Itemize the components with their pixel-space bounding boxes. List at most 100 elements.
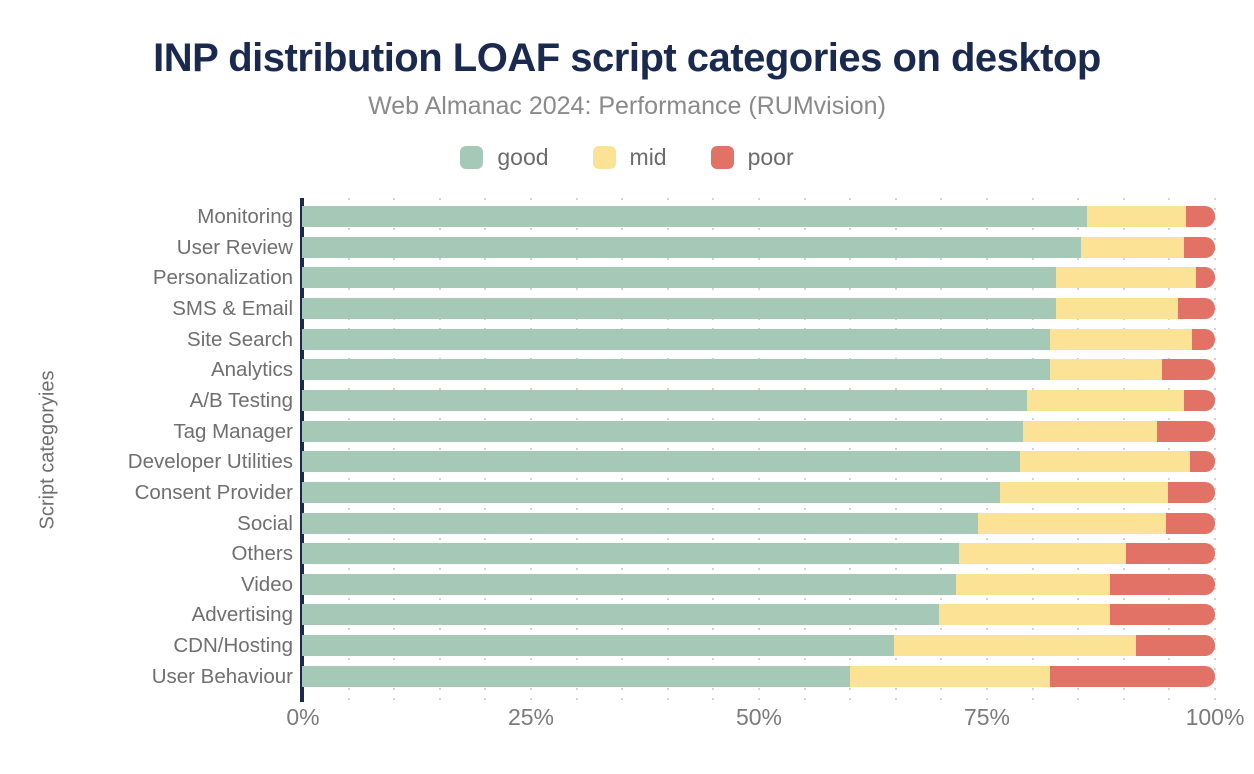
- gridline-5pct: [347, 198, 350, 704]
- legend-label-good: good: [497, 144, 549, 170]
- gridline-55pct: [803, 198, 806, 704]
- bar-segment-mid: [1080, 236, 1184, 258]
- gridline-45pct: [712, 198, 715, 704]
- bar-row: [302, 420, 1215, 442]
- category-label: SMS & Email: [172, 296, 293, 320]
- gridline-70pct: [940, 198, 943, 704]
- bar-segment-good: [302, 635, 894, 657]
- bar-segment-good: [302, 451, 1020, 473]
- legend-swatch-mid: [592, 146, 616, 169]
- category-label: A/B Testing: [189, 388, 293, 412]
- legend-swatch-good: [460, 146, 484, 169]
- bar-row: [302, 297, 1215, 319]
- legend-label-mid: mid: [629, 144, 667, 170]
- x-axis-tick-50pct: 50%: [735, 704, 783, 730]
- bar-segment-poor: [1183, 389, 1215, 411]
- bar-segment-mid: [893, 635, 1136, 657]
- legend-item-mid[interactable]: mid: [592, 144, 667, 171]
- bar-row: [302, 635, 1215, 657]
- bar-segment-poor: [1183, 236, 1215, 258]
- bar-segment-good: [302, 236, 1081, 258]
- category-label: Site Search: [187, 327, 293, 351]
- bar-segment-mid: [1056, 297, 1179, 319]
- bar-segment-poor: [1195, 267, 1215, 289]
- category-label: Consent Provider: [134, 480, 293, 504]
- bar-segment-good: [302, 420, 1024, 442]
- bar-segment-mid: [977, 512, 1166, 534]
- bar-segment-mid: [849, 665, 1050, 687]
- bar-segment-poor: [1110, 573, 1215, 595]
- gridline-75pct: [986, 198, 988, 704]
- bar-row: [302, 481, 1215, 503]
- x-axis-tick-0pct: 0%: [286, 704, 320, 730]
- category-label: Advertising: [191, 603, 293, 627]
- bar-segment-good: [302, 481, 1000, 503]
- category-label: CDN/Hosting: [173, 634, 293, 658]
- legend-label-poor: poor: [747, 144, 794, 170]
- gridline-40pct: [666, 198, 669, 704]
- gridline-80pct: [1031, 198, 1034, 704]
- bar-segment-mid: [1019, 451, 1191, 473]
- bar-segment-good: [302, 512, 978, 534]
- legend-item-good[interactable]: good: [460, 144, 549, 171]
- bar-row: [302, 267, 1215, 289]
- gridline-90pct: [1122, 198, 1125, 704]
- bar-segment-good: [302, 389, 1027, 411]
- bar-segment-poor: [1185, 206, 1215, 227]
- bar-row: [302, 389, 1215, 411]
- bar-segment-mid: [959, 543, 1126, 565]
- gridline-10pct: [393, 198, 396, 704]
- bar-segment-mid: [939, 604, 1110, 626]
- bar-segment-poor: [1125, 543, 1215, 565]
- bar-segment-poor: [1178, 297, 1215, 319]
- legend-item-poor[interactable]: poor: [710, 144, 794, 171]
- gridline-25pct: [530, 198, 532, 704]
- bar-segment-good: [302, 328, 1050, 350]
- bar-segment-poor: [1192, 328, 1215, 350]
- bar-segment-poor: [1190, 451, 1215, 473]
- x-axis-tick-100pct: 100%: [1185, 704, 1245, 730]
- chart-subtitle: Web Almanac 2024: Performance (RUMvision…: [368, 92, 886, 120]
- bar-segment-poor: [1049, 665, 1215, 687]
- bar-segment-poor: [1165, 512, 1215, 534]
- bar-segment-good: [302, 359, 1050, 381]
- bar-segment-good: [302, 543, 960, 565]
- bar-row: [302, 604, 1215, 626]
- gridline-85pct: [1077, 198, 1080, 704]
- bar-row: [302, 512, 1215, 534]
- bar-segment-mid: [1049, 359, 1163, 381]
- legend-swatch-poor: [710, 146, 734, 169]
- bar-segment-mid: [1049, 328, 1193, 350]
- bar-row: [302, 206, 1215, 227]
- category-label: Analytics: [210, 358, 293, 382]
- gridline-65pct: [894, 198, 897, 704]
- bar-segment-good: [302, 573, 956, 595]
- bar-row: [302, 543, 1215, 565]
- bar-segment-poor: [1156, 420, 1215, 442]
- gridline-15pct: [438, 198, 441, 704]
- bar-segment-good: [302, 604, 940, 626]
- legend: good mid poor: [0, 144, 1254, 171]
- bar-row: [302, 359, 1215, 381]
- gridline-50pct: [758, 198, 760, 704]
- bar-segment-poor: [1135, 635, 1215, 657]
- gridline-95pct: [1168, 198, 1171, 704]
- category-label: Developer Utilities: [127, 450, 293, 474]
- bar-segment-mid: [999, 481, 1168, 503]
- category-label: Social: [237, 511, 293, 535]
- chart-title: INP distribution LOAF script categories …: [153, 36, 1101, 80]
- bar-segment-mid: [1026, 389, 1184, 411]
- bar-row: [302, 665, 1215, 687]
- bar-segment-poor: [1109, 604, 1215, 626]
- category-label: Personalization: [152, 266, 293, 290]
- gridline-20pct: [484, 198, 487, 704]
- bar-segment-good: [302, 297, 1057, 319]
- bar-row: [302, 328, 1215, 350]
- bar-segment-good: [302, 206, 1088, 227]
- gridline-30pct: [575, 198, 578, 704]
- bar-segment-good: [302, 665, 850, 687]
- category-label: User Behaviour: [151, 664, 293, 688]
- gridline-60pct: [849, 198, 852, 704]
- category-label: Others: [231, 542, 293, 566]
